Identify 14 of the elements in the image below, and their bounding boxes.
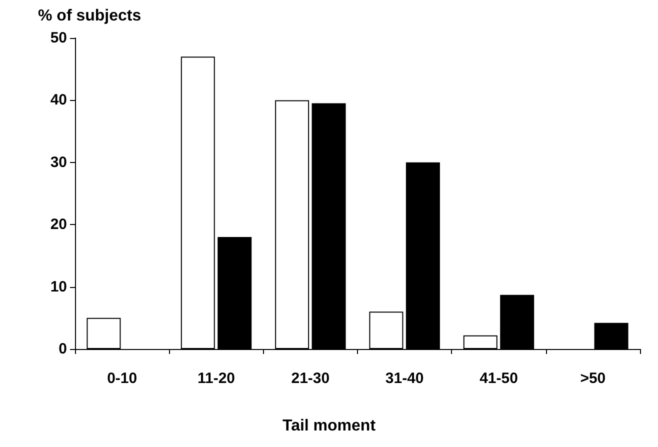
x-tick-label: 41-50 [480,370,518,387]
x-tick-label: >50 [580,370,606,387]
y-tick-label: 30 [50,154,67,171]
y-axis-title: % of subjects [38,8,142,24]
y-tick-label: 0 [58,340,67,358]
x-tick-label: 21-30 [291,370,330,387]
y-tick-label: 40 [50,92,67,109]
y-tick-label: 10 [50,278,67,296]
y-tick-label: 20 [50,216,67,234]
x-tick-label: 0-10 [107,370,138,387]
y-tick-label: 50 [50,30,67,46]
x-axis-title: Tail moment [282,418,376,434]
x-tick-label: 31-40 [385,370,424,387]
x-tick-label: 11-20 [197,370,236,387]
